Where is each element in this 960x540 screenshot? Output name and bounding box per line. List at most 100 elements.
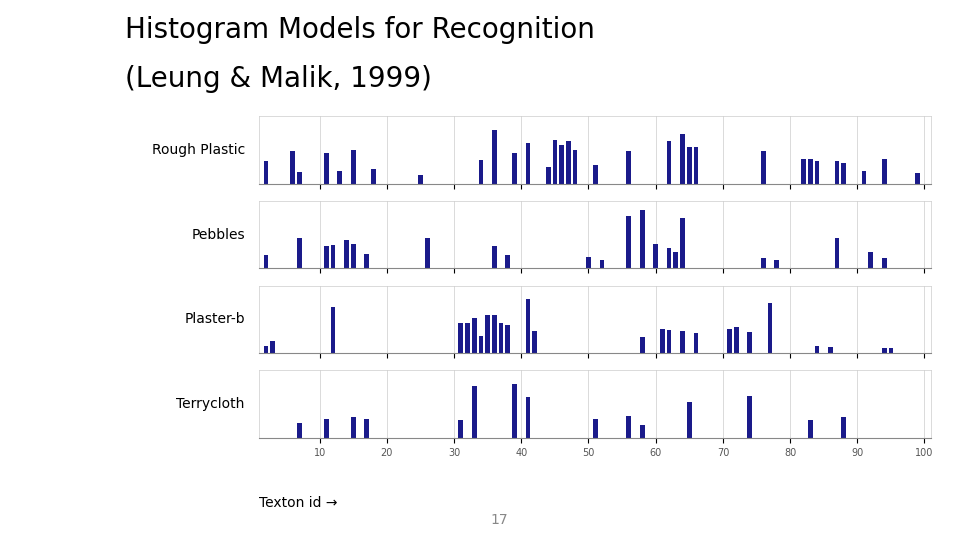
Text: Histogram Models for Recognition: Histogram Models for Recognition — [125, 16, 594, 44]
Text: Texton id →: Texton id → — [259, 496, 338, 510]
Bar — [499, 322, 503, 353]
Bar — [802, 159, 805, 184]
Bar — [627, 151, 631, 184]
Bar — [835, 238, 839, 268]
Bar — [560, 145, 564, 184]
Bar — [351, 244, 355, 268]
Text: Pebbles: Pebbles — [191, 228, 245, 241]
Bar — [486, 315, 490, 353]
Bar — [526, 397, 530, 438]
Text: Terrycloth: Terrycloth — [177, 397, 245, 411]
Bar — [882, 258, 886, 268]
Bar — [425, 238, 429, 268]
Bar — [492, 246, 496, 268]
Bar — [815, 161, 819, 184]
Text: Rough Plastic: Rough Plastic — [152, 143, 245, 157]
Text: Plaster-b: Plaster-b — [184, 313, 245, 326]
Bar — [513, 384, 516, 438]
Bar — [775, 260, 779, 268]
Bar — [459, 420, 463, 438]
Bar — [687, 402, 691, 438]
Bar — [768, 303, 772, 353]
Bar — [472, 318, 476, 353]
Bar — [835, 161, 839, 184]
Bar — [667, 141, 671, 184]
Bar — [808, 420, 812, 438]
Bar — [338, 171, 342, 184]
Bar — [264, 255, 268, 268]
Bar — [372, 169, 375, 184]
Bar — [654, 244, 658, 268]
Bar — [513, 153, 516, 184]
Bar — [506, 255, 510, 268]
Bar — [640, 210, 644, 268]
Bar — [419, 176, 422, 184]
Bar — [748, 332, 752, 353]
Bar — [264, 161, 268, 184]
Bar — [667, 248, 671, 268]
Bar — [324, 153, 328, 184]
Bar — [479, 335, 483, 353]
Bar — [869, 252, 873, 268]
Bar — [271, 341, 275, 353]
Bar — [640, 425, 644, 438]
Bar — [365, 254, 369, 268]
Bar — [808, 159, 812, 184]
Bar — [459, 322, 463, 353]
Bar — [526, 299, 530, 353]
Bar — [365, 419, 369, 438]
Bar — [681, 219, 684, 268]
Bar — [291, 151, 295, 184]
Bar — [492, 315, 496, 353]
Bar — [660, 328, 664, 353]
Bar — [862, 171, 866, 184]
Bar — [761, 151, 765, 184]
Bar — [600, 260, 604, 268]
Bar — [593, 419, 597, 438]
Bar — [573, 150, 577, 184]
Bar — [681, 331, 684, 353]
Bar — [761, 258, 765, 268]
Bar — [828, 347, 832, 353]
Bar — [533, 331, 537, 353]
Bar — [640, 337, 644, 353]
Bar — [324, 419, 328, 438]
Bar — [687, 147, 691, 184]
Bar — [466, 322, 469, 353]
Bar — [472, 386, 476, 438]
Bar — [694, 333, 698, 353]
Bar — [345, 240, 348, 268]
Bar — [587, 256, 590, 268]
Bar — [882, 348, 886, 353]
Bar — [298, 172, 301, 184]
Bar — [694, 147, 698, 184]
Bar — [351, 417, 355, 438]
Bar — [916, 173, 920, 184]
Bar — [553, 139, 557, 184]
Bar — [842, 163, 846, 184]
Bar — [815, 346, 819, 353]
Bar — [331, 307, 335, 353]
Text: (Leung & Malik, 1999): (Leung & Malik, 1999) — [125, 65, 432, 93]
Bar — [566, 141, 570, 184]
Bar — [331, 245, 335, 268]
Bar — [681, 134, 684, 184]
Bar — [728, 328, 732, 353]
Bar — [506, 325, 510, 353]
Bar — [889, 348, 893, 353]
Bar — [479, 160, 483, 184]
Bar — [734, 327, 738, 353]
Text: 17: 17 — [491, 512, 508, 526]
Bar — [667, 330, 671, 353]
Bar — [882, 159, 886, 184]
Bar — [842, 417, 846, 438]
Bar — [351, 150, 355, 184]
Bar — [593, 165, 597, 184]
Bar — [298, 423, 301, 438]
Bar — [627, 416, 631, 438]
Bar — [526, 143, 530, 184]
Bar — [492, 130, 496, 184]
Bar — [264, 346, 268, 353]
Bar — [748, 396, 752, 438]
Bar — [546, 167, 550, 184]
